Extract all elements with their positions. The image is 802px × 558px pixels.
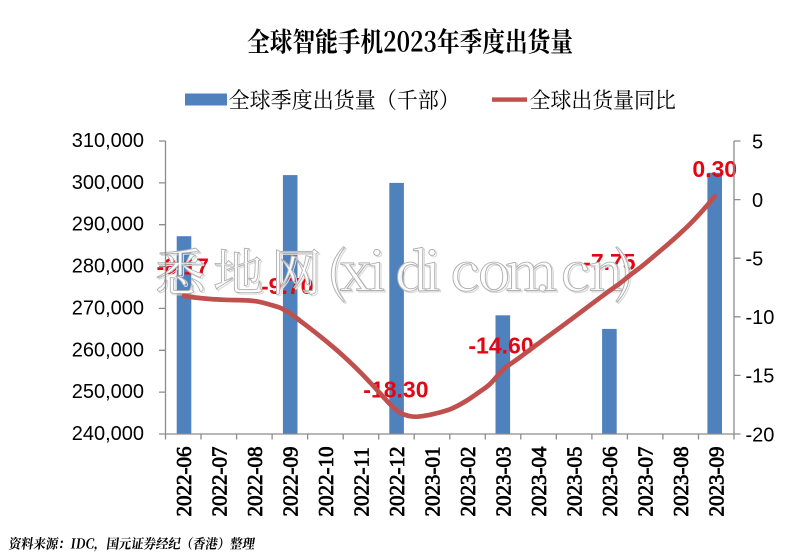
svg-text:5: 5	[752, 131, 763, 153]
svg-text:2022-11: 2022-11	[349, 447, 373, 516]
svg-text:2023-01: 2023-01	[421, 447, 445, 517]
svg-text:240,000: 240,000	[72, 423, 144, 445]
svg-text:2023-08: 2023-08	[669, 447, 693, 517]
svg-text:0.30: 0.30	[692, 156, 737, 182]
svg-text:2022-07: 2022-07	[207, 447, 231, 517]
svg-text:270,000: 270,000	[72, 297, 144, 319]
svg-text:310,000: 310,000	[72, 130, 144, 152]
svg-text:2022-12: 2022-12	[385, 447, 409, 517]
svg-text:2023-04: 2023-04	[527, 446, 551, 516]
svg-text:290,000: 290,000	[72, 214, 144, 236]
svg-text:250,000: 250,000	[72, 381, 144, 403]
svg-text:2023-03: 2023-03	[492, 447, 516, 517]
svg-text:2023-02: 2023-02	[456, 447, 480, 517]
svg-text:-18.30: -18.30	[363, 377, 428, 403]
svg-text:260,000: 260,000	[72, 339, 144, 361]
svg-text:2022-08: 2022-08	[243, 447, 267, 517]
svg-text:280,000: 280,000	[72, 256, 144, 278]
svg-text:2023-09: 2023-09	[705, 447, 729, 517]
svg-text:-20: -20	[746, 424, 775, 446]
svg-text:0: 0	[752, 190, 763, 212]
svg-text:300,000: 300,000	[72, 172, 144, 194]
svg-text:2023-06: 2023-06	[598, 447, 622, 517]
svg-text:-5: -5	[746, 249, 764, 271]
svg-text:2022-06: 2022-06	[172, 447, 196, 517]
svg-text:-15: -15	[746, 366, 775, 388]
svg-text:2023-05: 2023-05	[563, 447, 587, 517]
svg-text:2022-09: 2022-09	[278, 447, 302, 517]
svg-text:2022-10: 2022-10	[314, 447, 338, 517]
svg-text:-10: -10	[746, 307, 775, 329]
svg-text:2023-07: 2023-07	[634, 447, 658, 517]
